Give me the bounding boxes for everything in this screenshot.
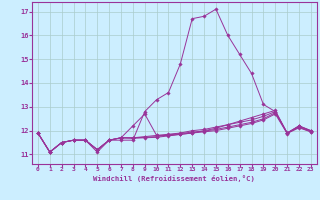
X-axis label: Windchill (Refroidissement éolien,°C): Windchill (Refroidissement éolien,°C) xyxy=(93,175,255,182)
